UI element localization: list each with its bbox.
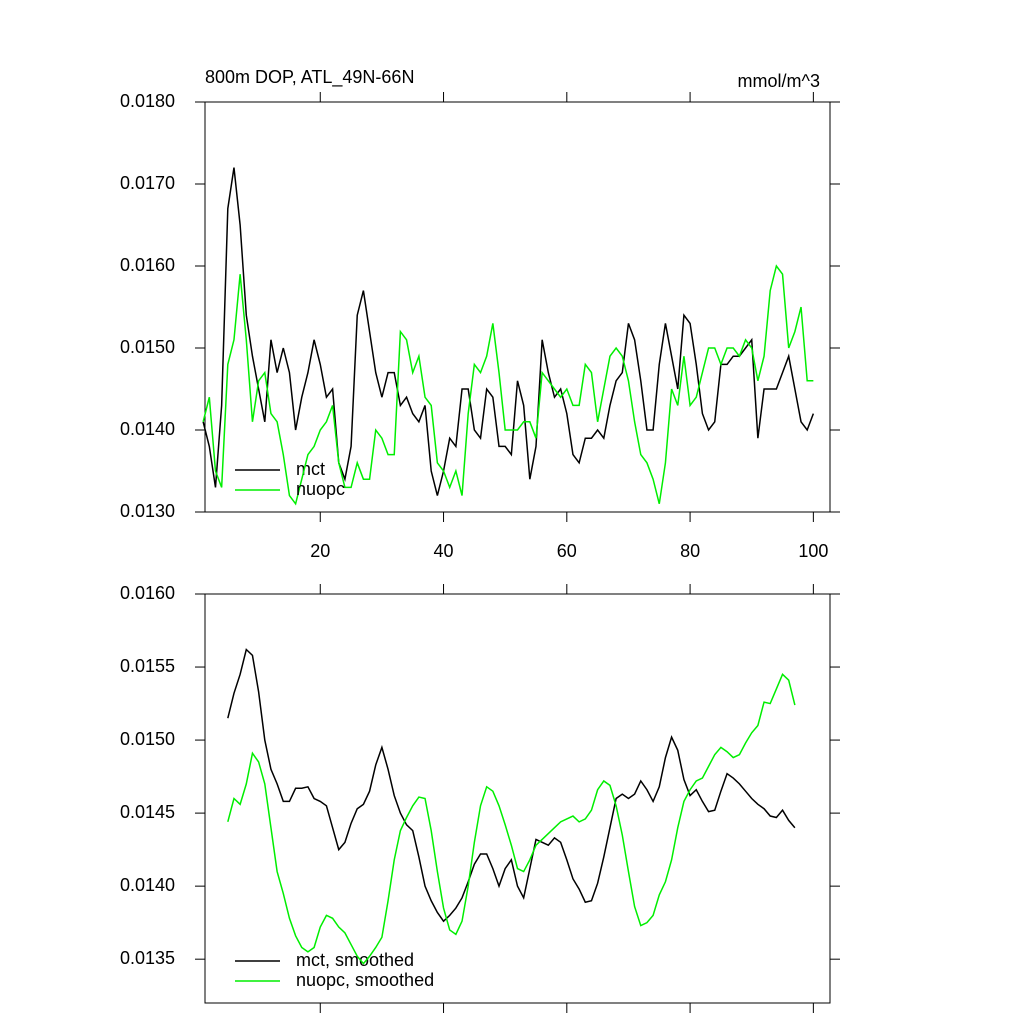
y-tick-label: 0.0135: [120, 948, 175, 968]
series-line: [227, 648, 796, 923]
y-tick-label: 0.0145: [120, 802, 175, 822]
legend-label: nuopc: [296, 479, 345, 499]
units-label: mmol/m^3: [738, 71, 820, 91]
y-tick-label: 0.0150: [120, 729, 175, 749]
series-line: [202, 167, 815, 496]
x-tick-label: 40: [434, 541, 454, 561]
legend-label: nuopc, smoothed: [296, 970, 434, 990]
y-tick-label: 0.0140: [120, 419, 175, 439]
y-tick-label: 0.0160: [120, 583, 175, 603]
x-tick-label: 20: [310, 541, 330, 561]
y-tick-label: 0.0130: [120, 501, 175, 521]
series-line: [227, 673, 796, 965]
y-tick-label: 0.0170: [120, 173, 175, 193]
y-tick-label: 0.0160: [120, 255, 175, 275]
y-tick-label: 0.0180: [120, 91, 175, 111]
legend-label: mct: [296, 459, 325, 479]
x-tick-label: 100: [798, 541, 828, 561]
x-tick-label: 80: [680, 541, 700, 561]
y-tick-label: 0.0155: [120, 656, 175, 676]
plot-frame: [204, 101, 831, 513]
legend-label: mct, smoothed: [296, 950, 414, 970]
x-tick-label: 60: [557, 541, 577, 561]
chart-title: 800m DOP, ATL_49N-66N: [205, 67, 414, 88]
y-tick-label: 0.0150: [120, 337, 175, 357]
plot-frame: [204, 593, 831, 1004]
series-line: [202, 264, 814, 506]
y-tick-label: 0.0140: [120, 875, 175, 895]
